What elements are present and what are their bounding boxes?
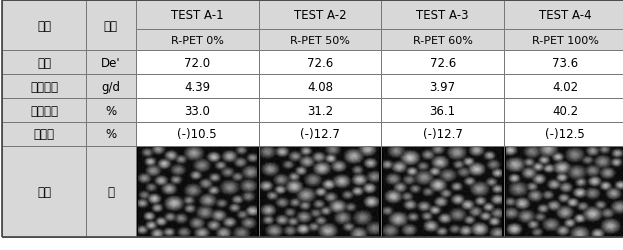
Bar <box>259 99 381 122</box>
Bar <box>136 30 259 51</box>
Text: g/d: g/d <box>102 80 120 93</box>
Bar <box>2 99 86 122</box>
Bar <box>86 99 136 122</box>
Bar <box>504 1 623 30</box>
Bar <box>504 99 623 122</box>
Bar <box>259 51 381 75</box>
Bar <box>2 122 86 146</box>
Text: 구분: 구분 <box>37 20 51 33</box>
Text: 72.6: 72.6 <box>307 57 333 70</box>
Text: (-)12.7: (-)12.7 <box>422 128 463 141</box>
Bar <box>381 75 504 99</box>
Text: 4.08: 4.08 <box>307 80 333 93</box>
Text: TEST A-3: TEST A-3 <box>416 9 469 22</box>
Text: 31.2: 31.2 <box>307 104 333 117</box>
Text: TEST A-4: TEST A-4 <box>539 9 592 22</box>
Text: 72.0: 72.0 <box>184 57 210 70</box>
Bar <box>504 30 623 51</box>
Text: 33.0: 33.0 <box>184 104 210 117</box>
Bar <box>381 99 504 122</box>
Bar <box>2 51 86 75</box>
Text: R-PET 0%: R-PET 0% <box>171 36 224 46</box>
Bar <box>136 99 259 122</box>
Text: 단위: 단위 <box>104 20 118 33</box>
Text: R-PET 100%: R-PET 100% <box>532 36 599 46</box>
Text: TEST A-1: TEST A-1 <box>171 9 224 22</box>
Bar <box>86 146 136 238</box>
Bar <box>86 75 136 99</box>
Text: %: % <box>105 104 117 117</box>
Bar <box>381 51 504 75</box>
Text: (-)10.5: (-)10.5 <box>178 128 217 141</box>
Bar <box>381 30 504 51</box>
Bar <box>259 122 381 146</box>
Text: (-)12.5: (-)12.5 <box>546 128 585 141</box>
Text: (-)12.7: (-)12.7 <box>300 128 340 141</box>
Text: 섬도: 섬도 <box>37 57 51 70</box>
Bar <box>136 1 259 30</box>
Bar <box>136 51 259 75</box>
Text: 인장신도: 인장신도 <box>30 104 58 117</box>
Text: %: % <box>105 128 117 141</box>
Text: 수축률: 수축률 <box>34 128 54 141</box>
Text: 인장강도: 인장강도 <box>30 80 58 93</box>
Bar <box>136 146 259 238</box>
Bar <box>504 122 623 146</box>
Bar <box>2 146 86 238</box>
Text: 4.39: 4.39 <box>184 80 210 93</box>
Text: 72.6: 72.6 <box>429 57 456 70</box>
Bar <box>86 51 136 75</box>
Bar <box>381 122 504 146</box>
Bar <box>504 75 623 99</box>
Text: 단면: 단면 <box>37 186 51 198</box>
Bar <box>86 122 136 146</box>
Text: 3.97: 3.97 <box>430 80 455 93</box>
Bar <box>2 1 86 51</box>
Text: 4.02: 4.02 <box>553 80 578 93</box>
Bar <box>259 146 381 238</box>
Bar <box>136 122 259 146</box>
Bar <box>136 75 259 99</box>
Bar <box>259 1 381 30</box>
Bar <box>2 75 86 99</box>
Bar <box>504 146 623 238</box>
Text: 40.2: 40.2 <box>553 104 578 117</box>
Text: R-PET 60%: R-PET 60% <box>412 36 473 46</box>
Bar <box>504 51 623 75</box>
Text: 73.6: 73.6 <box>553 57 578 70</box>
Text: －: － <box>107 186 115 198</box>
Bar <box>381 146 504 238</box>
Text: R-PET 50%: R-PET 50% <box>290 36 350 46</box>
Text: De': De' <box>101 57 121 70</box>
Bar <box>259 30 381 51</box>
Bar <box>259 75 381 99</box>
Text: 36.1: 36.1 <box>430 104 455 117</box>
Bar <box>86 1 136 51</box>
Bar <box>381 1 504 30</box>
Text: TEST A-2: TEST A-2 <box>293 9 346 22</box>
